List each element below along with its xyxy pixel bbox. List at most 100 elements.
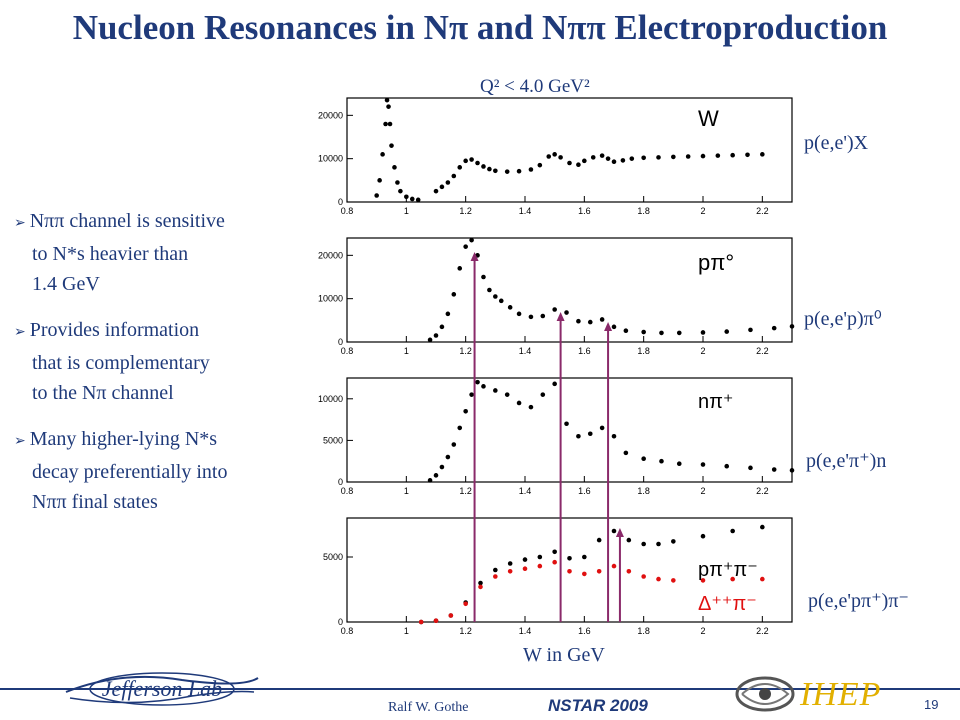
data-point <box>656 541 661 547</box>
data-point <box>507 569 513 574</box>
x-tick-label: 2.2 <box>756 346 769 356</box>
x-tick-label: 1.8 <box>637 486 650 496</box>
data-point <box>700 578 706 583</box>
resonance-marker-arrowhead <box>556 312 565 321</box>
data-point <box>599 153 605 158</box>
data-point <box>620 158 626 163</box>
data-point <box>611 433 617 439</box>
data-point <box>457 165 463 170</box>
y-tick-label: 0 <box>338 337 343 347</box>
bullet-line: to N*s heavier than <box>32 243 189 265</box>
data-point <box>611 563 617 569</box>
data-point <box>730 528 735 534</box>
data-point <box>564 310 569 315</box>
data-point <box>540 313 546 319</box>
x-tick-label: 2 <box>700 206 705 216</box>
data-point <box>700 330 706 335</box>
data-point <box>457 425 463 431</box>
x-tick-label: 1 <box>404 486 409 496</box>
data-point <box>481 164 486 169</box>
data-point <box>685 154 691 159</box>
data-point <box>587 431 593 437</box>
data-point <box>469 157 474 162</box>
data-point <box>463 601 468 607</box>
chart-panel-1: 0.8 1 1.2 1.4 1.6 1.8 2 2.2 0 10000 20000 W <box>318 97 793 216</box>
data-point <box>433 188 439 194</box>
x-tick-label: 1.4 <box>519 626 532 636</box>
x-tick-label: 1.2 <box>459 206 472 216</box>
data-point <box>415 197 421 203</box>
data-point <box>641 155 646 161</box>
bullet-item: Nππ channel is sensitive to N*s heavier … <box>14 206 304 299</box>
plot-frame <box>346 97 793 203</box>
svg-text:Jefferson Lab: Jefferson Lab <box>102 676 222 701</box>
data-point <box>789 324 795 329</box>
data-point <box>700 153 706 159</box>
y-tick-label: 10000 <box>318 154 343 164</box>
data-point <box>641 574 646 579</box>
bullet-line: decay preferentially into <box>32 461 228 483</box>
panel-label: pπ° <box>698 250 734 275</box>
data-point <box>537 162 543 168</box>
data-point <box>771 467 777 472</box>
data-point <box>398 188 403 194</box>
data-point <box>493 567 498 573</box>
data-point <box>463 408 468 414</box>
x-axis-title: W in GeV <box>523 644 605 666</box>
data-point <box>522 557 528 562</box>
x-tick-label: 1.8 <box>637 346 650 356</box>
x-tick-label: 0.8 <box>341 626 354 636</box>
y-tick-label: 10000 <box>318 394 343 404</box>
data-point <box>724 329 730 334</box>
data-point <box>516 311 522 317</box>
data-point <box>522 566 528 571</box>
data-point <box>659 458 664 464</box>
data-point <box>498 298 504 304</box>
x-tick-label: 1.2 <box>459 626 472 636</box>
data-point <box>641 456 646 462</box>
data-point <box>493 294 498 299</box>
y-tick-label: 5000 <box>323 552 343 562</box>
data-point <box>623 450 629 456</box>
data-point <box>463 244 468 249</box>
y-tick-label: 10000 <box>318 294 343 304</box>
conference-name: NSTAR 2009 <box>548 696 648 715</box>
data-point <box>582 554 587 560</box>
bullet-line: Provides information <box>14 315 304 348</box>
page-title: Nucleon Resonances in Nπ and Nππ Electro… <box>72 8 888 47</box>
data-point <box>383 121 388 127</box>
data-point <box>528 314 534 320</box>
x-tick-label: 0.8 <box>341 486 354 496</box>
bullet-item: Provides information that is complementa… <box>14 315 304 408</box>
data-point <box>445 311 451 317</box>
reaction-label-ppipi: p(e,e'pπ⁺)π⁻ <box>808 590 909 612</box>
data-point <box>478 584 483 590</box>
chart-panel-3: 0.8 1 1.2 1.4 1.6 1.8 2 2.2 0 5000 10000 nπ⁺ <box>318 377 795 496</box>
x-tick-label: 1.2 <box>459 486 472 496</box>
data-point <box>392 165 397 170</box>
q2-label: Q² < 4.0 GeV² <box>480 76 590 97</box>
x-tick-label: 2 <box>700 346 705 356</box>
x-tick-label: 1.6 <box>578 486 591 496</box>
data-point <box>451 292 457 297</box>
plot-frame <box>346 377 793 483</box>
data-point <box>671 154 676 160</box>
data-point <box>427 337 433 343</box>
data-point <box>409 196 415 202</box>
data-point <box>384 97 390 103</box>
data-point <box>537 563 543 569</box>
x-tick-label: 1 <box>404 346 409 356</box>
bullet-line: Nππ final states <box>32 491 158 513</box>
data-point <box>760 524 765 530</box>
bullet-line: to the Nπ channel <box>32 382 174 404</box>
data-point <box>623 328 629 334</box>
data-point <box>540 392 546 397</box>
reaction-label-inclusive: p(e,e')X <box>804 132 869 154</box>
data-point <box>552 152 557 157</box>
data-point <box>439 324 445 330</box>
data-point <box>582 571 587 577</box>
data-point <box>700 462 706 467</box>
data-point <box>487 166 492 172</box>
data-point <box>552 381 557 387</box>
